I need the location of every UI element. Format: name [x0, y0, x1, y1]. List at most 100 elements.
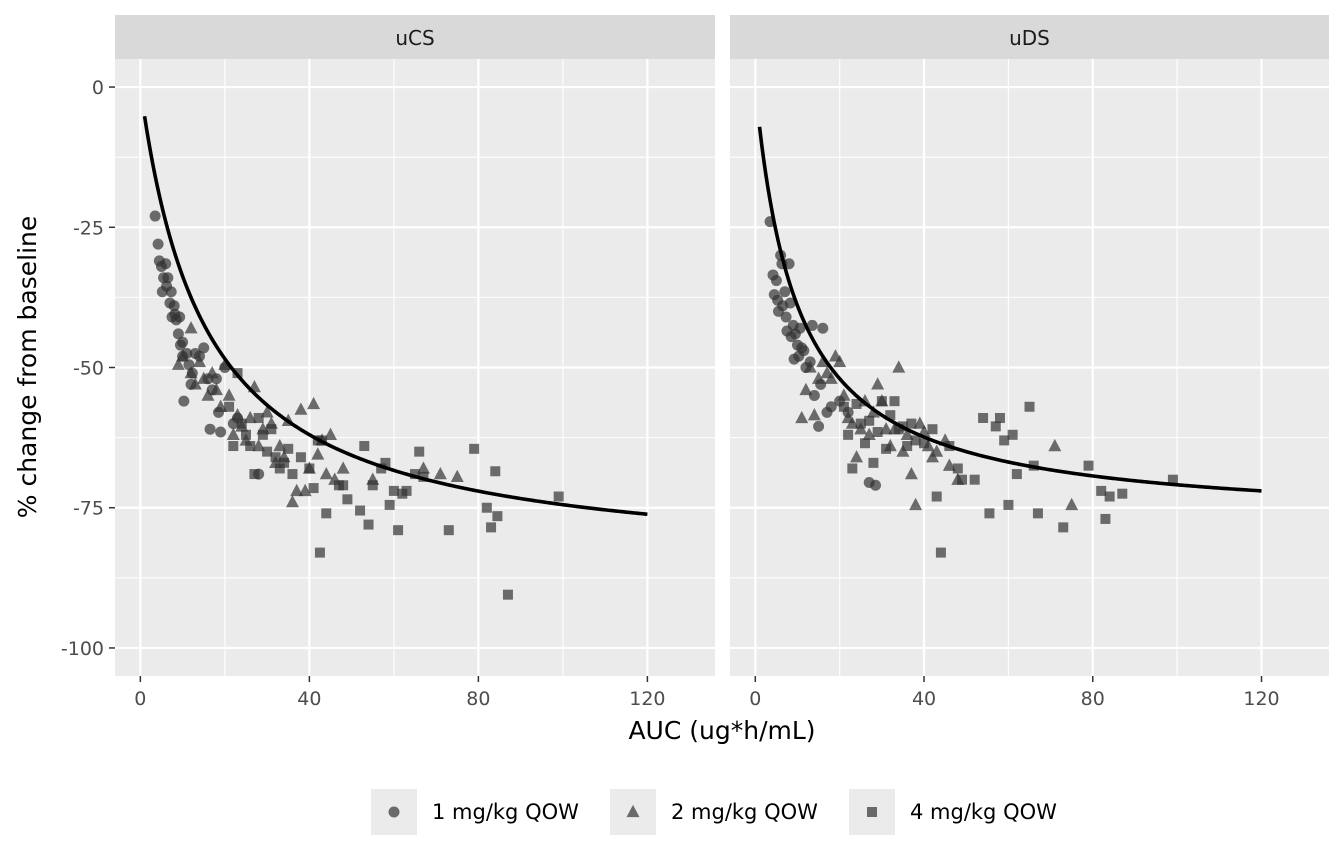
- data-point: [367, 480, 378, 491]
- scatter-points: [149, 210, 564, 600]
- x-tick-label: 0: [749, 688, 761, 710]
- data-point: [450, 469, 464, 483]
- data-point: [906, 418, 917, 429]
- data-point: [319, 466, 333, 480]
- facet-panel-uCS: uCS 0 40 80 120 0 -25 -50 -75 -100: [61, 15, 715, 710]
- data-point: [298, 483, 312, 497]
- data-point: [872, 427, 883, 438]
- y-tick-label: 0: [92, 77, 104, 99]
- data-point: [862, 427, 876, 440]
- data-point: [307, 396, 321, 410]
- y-tick-label: -50: [73, 358, 104, 380]
- data-point: [902, 441, 913, 452]
- data-point: [209, 382, 223, 396]
- data-point: [249, 469, 260, 480]
- data-point: [486, 522, 497, 533]
- data-point: [240, 429, 251, 440]
- data-point: [871, 377, 885, 390]
- data-point: [1007, 429, 1018, 440]
- legend-label: 4 mg/kg QOW: [910, 800, 1057, 824]
- data-point: [942, 458, 956, 471]
- data-point: [850, 450, 864, 463]
- data-point: [969, 474, 980, 485]
- data-point: [1104, 491, 1115, 502]
- data-point: [222, 388, 236, 401]
- y-axis-title: % change from baseline: [13, 216, 42, 519]
- data-point: [380, 457, 391, 468]
- data-point: [1058, 522, 1069, 533]
- data-point: [1096, 485, 1107, 496]
- data-point: [879, 422, 893, 435]
- data-point: [178, 395, 190, 407]
- scatter-points: [764, 216, 1178, 558]
- y-tick-label: -100: [61, 638, 104, 660]
- data-point: [188, 377, 202, 390]
- data-point: [290, 483, 304, 497]
- data-point: [314, 547, 325, 558]
- data-point: [1083, 460, 1094, 471]
- data-point: [165, 286, 177, 298]
- data-point: [294, 402, 308, 415]
- fit-curve: [142, 115, 648, 517]
- data-point: [780, 311, 792, 323]
- data-point: [215, 426, 227, 438]
- data-point: [885, 410, 896, 421]
- data-point: [999, 435, 1010, 446]
- data-point: [311, 447, 325, 460]
- data-point: [794, 322, 806, 334]
- x-tick-label: 80: [1081, 688, 1105, 710]
- data-point: [176, 349, 190, 362]
- data-point: [889, 396, 900, 407]
- data-point: [342, 494, 353, 505]
- data-point: [226, 427, 240, 440]
- x-tick-label: 120: [1243, 688, 1279, 710]
- data-point: [978, 412, 989, 423]
- data-point: [273, 438, 287, 452]
- data-point: [770, 275, 782, 287]
- data-point: [469, 443, 480, 454]
- data-point: [198, 342, 210, 354]
- data-point: [1003, 499, 1014, 510]
- data-point: [236, 418, 247, 429]
- data-point: [197, 371, 211, 384]
- data-point: [184, 365, 198, 379]
- data-point: [401, 485, 412, 496]
- data-point: [935, 547, 946, 558]
- data-point: [410, 469, 420, 480]
- x-tick-label: 80: [466, 688, 490, 710]
- data-point: [323, 427, 337, 440]
- data-point: [308, 483, 319, 494]
- data-point: [274, 463, 285, 474]
- data-point: [984, 508, 995, 519]
- data-point: [266, 424, 277, 435]
- facet-strip-label: uDS: [1009, 26, 1050, 50]
- data-point: [807, 408, 821, 421]
- data-point: [931, 491, 942, 502]
- legend-key-marker: [867, 807, 877, 817]
- facet-panel-uDS: uDS 0 40 80 120: [730, 15, 1329, 710]
- data-point: [231, 408, 245, 421]
- data-point: [363, 519, 374, 530]
- data-point: [833, 354, 847, 368]
- panels-layer: uCS 0 40 80 120 0 -25 -50 -75 -100 uDS 0 40 80 120: [61, 15, 1329, 710]
- data-point: [855, 418, 866, 429]
- data-point: [193, 354, 207, 368]
- data-point: [384, 499, 395, 510]
- data-point: [204, 423, 216, 435]
- facet-strip: [730, 15, 1329, 59]
- data-point: [900, 427, 914, 440]
- data-point: [798, 345, 810, 357]
- data-point: [285, 494, 299, 508]
- data-point: [321, 508, 332, 519]
- data-point: [433, 466, 447, 480]
- data-point: [376, 463, 387, 474]
- data-point: [245, 441, 256, 452]
- data-point: [177, 336, 189, 348]
- data-point: [224, 401, 235, 412]
- data-point: [784, 297, 796, 309]
- data-point: [304, 463, 315, 474]
- data-point: [205, 365, 219, 379]
- data-point: [355, 505, 366, 516]
- data-point: [876, 396, 887, 407]
- data-point: [168, 300, 180, 312]
